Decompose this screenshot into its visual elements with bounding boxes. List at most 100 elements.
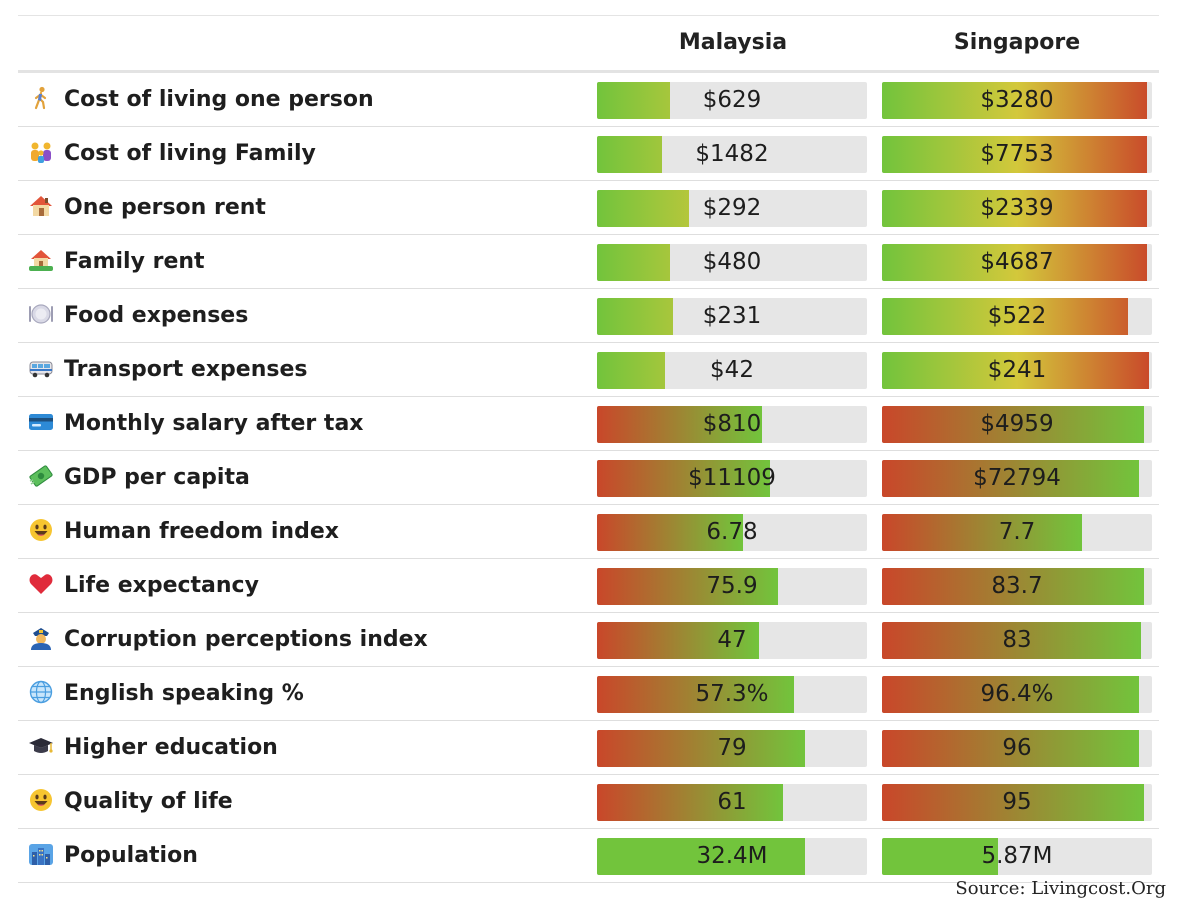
table-row: Life expectancy 75.9 83.7: [18, 559, 1159, 613]
heart-icon: [28, 572, 54, 596]
singapore-value: $522: [987, 303, 1047, 329]
row-label: One person rent: [28, 181, 266, 234]
singapore-value: 96.4%: [980, 681, 1054, 707]
singapore-value: $4687: [980, 249, 1054, 275]
singapore-bar: [882, 136, 1147, 173]
malaysia-value: 75.9: [706, 573, 758, 599]
table-header: Malaysia Singapore: [18, 15, 1159, 73]
malaysia-bar-cell: 32.4M: [597, 838, 867, 875]
malaysia-value: 61: [717, 789, 747, 815]
malaysia-bar: [597, 406, 762, 443]
singapore-bar: [882, 838, 999, 875]
table-row: GDP per capita $11109 $72794: [18, 451, 1159, 505]
malaysia-value: 57.3%: [695, 681, 769, 707]
malaysia-bar: [597, 460, 770, 497]
malaysia-bar: [597, 298, 673, 335]
malaysia-bar-cell: 79: [597, 730, 867, 767]
malaysia-value: $292: [702, 195, 762, 221]
malaysia-bar: [597, 838, 805, 875]
singapore-bar: [882, 514, 1082, 551]
singapore-bar: [882, 622, 1142, 659]
malaysia-bar: [597, 244, 670, 281]
police-officer-icon: [28, 626, 54, 650]
singapore-bar: [882, 82, 1147, 119]
malaysia-bar: [597, 568, 778, 605]
singapore-bar-cell: 96: [882, 730, 1152, 767]
singapore-bar-cell: 83: [882, 622, 1152, 659]
money-icon: [28, 464, 54, 488]
singapore-bar-cell: 96.4%: [882, 676, 1152, 713]
plate-icon: [28, 302, 54, 326]
malaysia-bar-cell: $292: [597, 190, 867, 227]
malaysia-value: 47: [717, 627, 747, 653]
singapore-bar: [882, 244, 1147, 281]
malaysia-bar-cell: $231: [597, 298, 867, 335]
row-label: Higher education: [28, 721, 278, 774]
singapore-bar-cell: $241: [882, 352, 1152, 389]
table-row: Transport expenses $42 $241: [18, 343, 1159, 397]
singapore-bar-cell: 95: [882, 784, 1152, 821]
malaysia-bar-cell: 57.3%: [597, 676, 867, 713]
comparison-table: Malaysia Singapore Cost of living one pe…: [18, 15, 1159, 883]
singapore-bar-cell: $2339: [882, 190, 1152, 227]
singapore-bar-cell: $7753: [882, 136, 1152, 173]
malaysia-bar: [597, 514, 743, 551]
singapore-value: 5.87M: [981, 843, 1053, 869]
row-label: Population: [28, 829, 198, 882]
row-label-text: Monthly salary after tax: [64, 411, 364, 436]
singapore-value: 83.7: [991, 573, 1043, 599]
house-garden-icon: [28, 248, 54, 272]
row-label: Transport expenses: [28, 343, 307, 396]
table-row: Quality of life 61 95: [18, 775, 1159, 829]
malaysia-value: 79: [717, 735, 747, 761]
malaysia-bar: [597, 676, 795, 713]
smiley-icon: [28, 788, 54, 812]
singapore-value: 7.7: [998, 519, 1036, 545]
row-label: Corruption perceptions index: [28, 613, 428, 666]
singapore-bar-cell: $72794: [882, 460, 1152, 497]
table-body: Cost of living one person $629 $3280 Cost o…: [18, 73, 1159, 883]
row-label-text: Life expectancy: [64, 573, 259, 598]
row-label: English speaking %: [28, 667, 304, 720]
row-label: Family rent: [28, 235, 205, 288]
malaysia-bar-cell: $629: [597, 82, 867, 119]
singapore-bar: [882, 730, 1139, 767]
table-row: Food expenses $231 $522: [18, 289, 1159, 343]
malaysia-bar-cell: 6.78: [597, 514, 867, 551]
singapore-bar-cell: 5.87M: [882, 838, 1152, 875]
singapore-bar: [882, 676, 1139, 713]
singapore-bar: [882, 460, 1139, 497]
singapore-bar-cell: 7.7: [882, 514, 1152, 551]
row-label-text: GDP per capita: [64, 465, 250, 490]
singapore-bar: [882, 568, 1144, 605]
row-label-text: Family rent: [64, 249, 205, 274]
table-row: Cost of living Family $1482 $7753: [18, 127, 1159, 181]
globe-icon: [28, 680, 54, 704]
table-row: Corruption perceptions index 47 83: [18, 613, 1159, 667]
city-icon: [28, 842, 54, 866]
malaysia-bar: [597, 136, 662, 173]
malaysia-bar-cell: 61: [597, 784, 867, 821]
singapore-bar-cell: 83.7: [882, 568, 1152, 605]
credit-card-icon: [28, 410, 54, 434]
table-row: Human freedom index 6.78 7.7: [18, 505, 1159, 559]
singapore-value: $2339: [980, 195, 1054, 221]
singapore-value: 96: [1002, 735, 1032, 761]
malaysia-bar-cell: $11109: [597, 460, 867, 497]
malaysia-value: $11109: [688, 465, 776, 491]
row-label-text: Higher education: [64, 735, 278, 760]
singapore-value: $72794: [973, 465, 1061, 491]
row-label-text: Cost of living Family: [64, 141, 316, 166]
row-label-text: Corruption perceptions index: [64, 627, 428, 652]
malaysia-bar: [597, 352, 665, 389]
row-label: Quality of life: [28, 775, 233, 828]
row-label: Cost of living Family: [28, 127, 316, 180]
singapore-value: $7753: [980, 141, 1054, 167]
singapore-bar: [882, 190, 1147, 227]
table-row: Monthly salary after tax $810 $4959: [18, 397, 1159, 451]
singapore-bar-cell: $3280: [882, 82, 1152, 119]
singapore-bar: [882, 784, 1144, 821]
malaysia-bar-cell: $42: [597, 352, 867, 389]
person-walking-icon: [28, 86, 54, 110]
row-label-text: Quality of life: [64, 789, 233, 814]
